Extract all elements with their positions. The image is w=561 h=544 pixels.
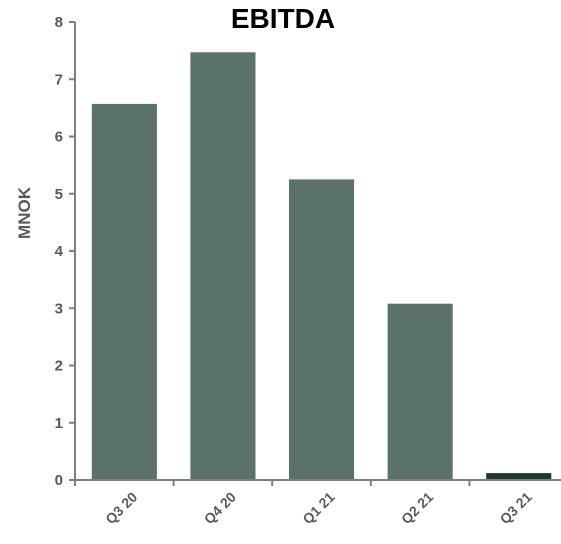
x-ticks-group: Q3 20 Q4 20 Q1 21 Q2 21 Q3 21	[74, 480, 535, 527]
y-tick-label: 5	[55, 186, 63, 203]
x-tick-label: Q2 21	[398, 489, 436, 527]
y-tick-label: 2	[55, 358, 63, 375]
chart-title: EBITDA	[231, 3, 335, 34]
y-tick-label: 1	[55, 415, 63, 432]
y-tick-label: 0	[55, 472, 63, 489]
y-axis-label: MNOK	[15, 186, 34, 239]
bar-q1-21	[289, 179, 355, 480]
x-tick-label: Q4 20	[201, 489, 239, 527]
bar-q3-20	[91, 103, 157, 481]
y-tick-label: 3	[55, 300, 63, 317]
x-tick-label: Q1 21	[299, 489, 337, 527]
x-tick-label: Q3 21	[497, 489, 535, 527]
bar-q3-21	[486, 473, 552, 480]
bar-q2-21	[387, 303, 453, 480]
y-tick-label: 6	[55, 129, 63, 146]
y-ticks-group: 0 1 2 3 4 5 6 7 8	[55, 14, 75, 489]
x-tick-label: Q3 20	[102, 489, 140, 527]
y-tick-label: 7	[55, 71, 63, 88]
y-tick-label: 4	[55, 243, 64, 260]
bars-group	[91, 52, 552, 481]
bar-q4-20	[190, 52, 256, 481]
y-tick-label: 8	[55, 14, 63, 31]
